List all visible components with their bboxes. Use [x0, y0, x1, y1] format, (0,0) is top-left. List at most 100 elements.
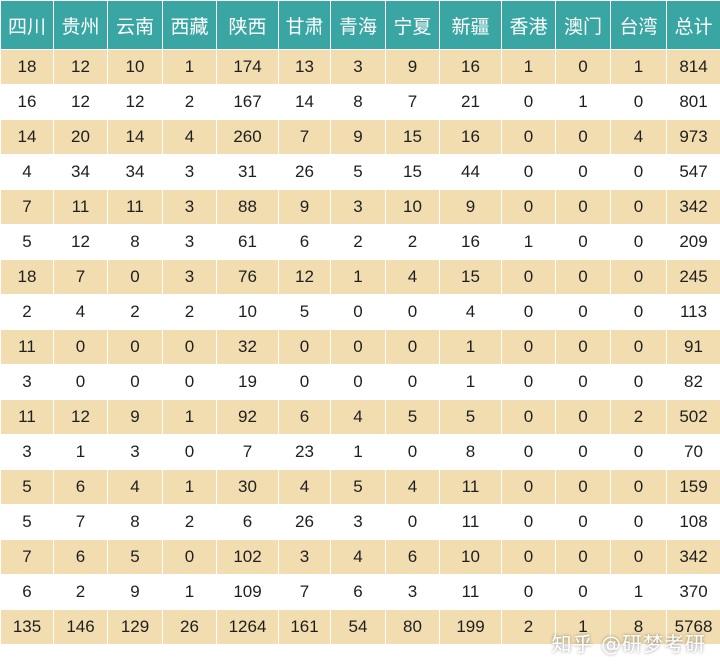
table-cell: 0 [555, 364, 611, 400]
table-row: 11 12 9 1 92 6 4 5 5 0 0 2 502 [0, 399, 720, 435]
table-cell: 7 [53, 259, 108, 295]
table-cell: 7 [0, 189, 54, 225]
table-cell: 0 [555, 119, 611, 155]
column-header: 云南 [107, 0, 163, 50]
table-row: 5 7 8 2 6 26 3 0 11 0 0 0 108 [0, 504, 720, 540]
table-cell: 31 [216, 154, 279, 190]
table-cell: 11 [439, 504, 502, 540]
table-cell: 1 [555, 609, 611, 645]
table-cell: 6 [53, 469, 108, 505]
table-row: 7 11 11 3 88 9 3 10 9 0 0 0 342 [0, 189, 720, 225]
table-cell: 3 [162, 259, 217, 295]
table-cell: 18 [0, 49, 54, 85]
table-cell: 5 [0, 469, 54, 505]
watermark-text: 知乎 @研梦考研 [551, 632, 706, 656]
table-cell: 5 [0, 224, 54, 260]
table-cell: 260 [216, 119, 279, 155]
table-cell: 0 [610, 469, 667, 505]
column-header: 宁夏 [385, 0, 440, 50]
table-row: 16 12 12 2 167 14 8 7 21 0 1 0 801 [0, 84, 720, 120]
table-cell: 0 [610, 189, 667, 225]
table-cell: 1 [439, 329, 502, 365]
statistics-table: 四川 贵州 云南 西藏 陕西 甘肃 青海 宁夏 新疆 香港 澳门 台湾 总计 18 12 10 1 174 13 3… [0, 0, 720, 645]
table-cell: 4 [439, 294, 502, 330]
table-cell: 0 [610, 294, 667, 330]
table-cell: 547 [666, 154, 720, 190]
table-row: 14 20 14 4 260 7 9 15 16 0 0 4 973 [0, 119, 720, 155]
table-cell: 1 [439, 364, 502, 400]
table-cell: 6 [53, 539, 108, 575]
table-cell: 88 [216, 189, 279, 225]
table-cell: 2 [501, 609, 556, 645]
table-cell: 2 [0, 294, 54, 330]
table-cell: 0 [385, 329, 440, 365]
table-cell: 0 [555, 259, 611, 295]
table-cell: 0 [107, 329, 163, 365]
table-cell: 20 [53, 119, 108, 155]
table-cell: 4 [330, 399, 386, 435]
table-cell: 0 [330, 364, 386, 400]
table-cell: 0 [385, 504, 440, 540]
table-cell: 1 [330, 434, 386, 470]
table-cell: 0 [107, 364, 163, 400]
table-cell: 129 [107, 609, 163, 645]
table-cell: 4 [385, 259, 440, 295]
table-cell: 3 [107, 434, 163, 470]
table-cell: 4 [385, 469, 440, 505]
table-cell: 6 [330, 574, 386, 610]
table-cell: 2 [162, 504, 217, 540]
table-cell: 6 [0, 574, 54, 610]
table-cell: 5 [278, 294, 331, 330]
table-cell: 2 [107, 294, 163, 330]
table-cell: 3 [385, 574, 440, 610]
table-cell: 5 [330, 469, 386, 505]
table-row: 3 0 0 0 19 0 0 0 1 0 0 0 82 [0, 364, 720, 400]
table-cell: 30 [216, 469, 279, 505]
table-cell: 3 [330, 189, 386, 225]
table-row: 11 0 0 0 32 0 0 0 1 0 0 0 91 [0, 329, 720, 365]
table-cell: 1 [501, 224, 556, 260]
column-header: 总计 [666, 0, 720, 50]
table-cell: 0 [385, 434, 440, 470]
table-cell: 0 [610, 434, 667, 470]
table-cell: 26 [278, 504, 331, 540]
table-cell: 1 [501, 49, 556, 85]
table-cell: 2 [53, 574, 108, 610]
table-cell: 0 [555, 539, 611, 575]
table-cell: 11 [0, 399, 54, 435]
table-cell: 1 [162, 469, 217, 505]
table-cell: 61 [216, 224, 279, 260]
table-cell: 342 [666, 189, 720, 225]
table-cell: 0 [501, 84, 556, 120]
table-cell: 113 [666, 294, 720, 330]
table-cell: 0 [107, 259, 163, 295]
table-cell: 0 [555, 504, 611, 540]
table-cell: 0 [610, 364, 667, 400]
table-cell: 102 [216, 539, 279, 575]
table-cell: 4 [278, 469, 331, 505]
total-row: 135 146 129 26 1264 161 54 80 199 2 1 8 5768 [0, 609, 720, 645]
table-cell: 15 [439, 259, 502, 295]
table-cell: 76 [216, 259, 279, 295]
table-cell: 32 [216, 329, 279, 365]
table-cell: 245 [666, 259, 720, 295]
table-cell: 11 [0, 329, 54, 365]
table-cell: 15 [385, 119, 440, 155]
table-cell: 209 [666, 224, 720, 260]
table-cell: 16 [0, 84, 54, 120]
table-cell: 3 [278, 539, 331, 575]
table-cell: 26 [278, 154, 331, 190]
table-cell: 109 [216, 574, 279, 610]
header-row: 四川 贵州 云南 西藏 陕西 甘肃 青海 宁夏 新疆 香港 澳门 台湾 总计 [0, 0, 720, 50]
table-cell: 1 [162, 49, 217, 85]
table-cell: 1 [555, 84, 611, 120]
table-cell: 1 [330, 259, 386, 295]
table-cell: 2 [385, 224, 440, 260]
table-cell: 0 [501, 434, 556, 470]
table-cell: 12 [53, 399, 108, 435]
table-cell: 0 [610, 224, 667, 260]
table-cell: 91 [666, 329, 720, 365]
table-cell: 10 [439, 539, 502, 575]
table-cell: 3 [162, 189, 217, 225]
table-cell: 0 [385, 294, 440, 330]
